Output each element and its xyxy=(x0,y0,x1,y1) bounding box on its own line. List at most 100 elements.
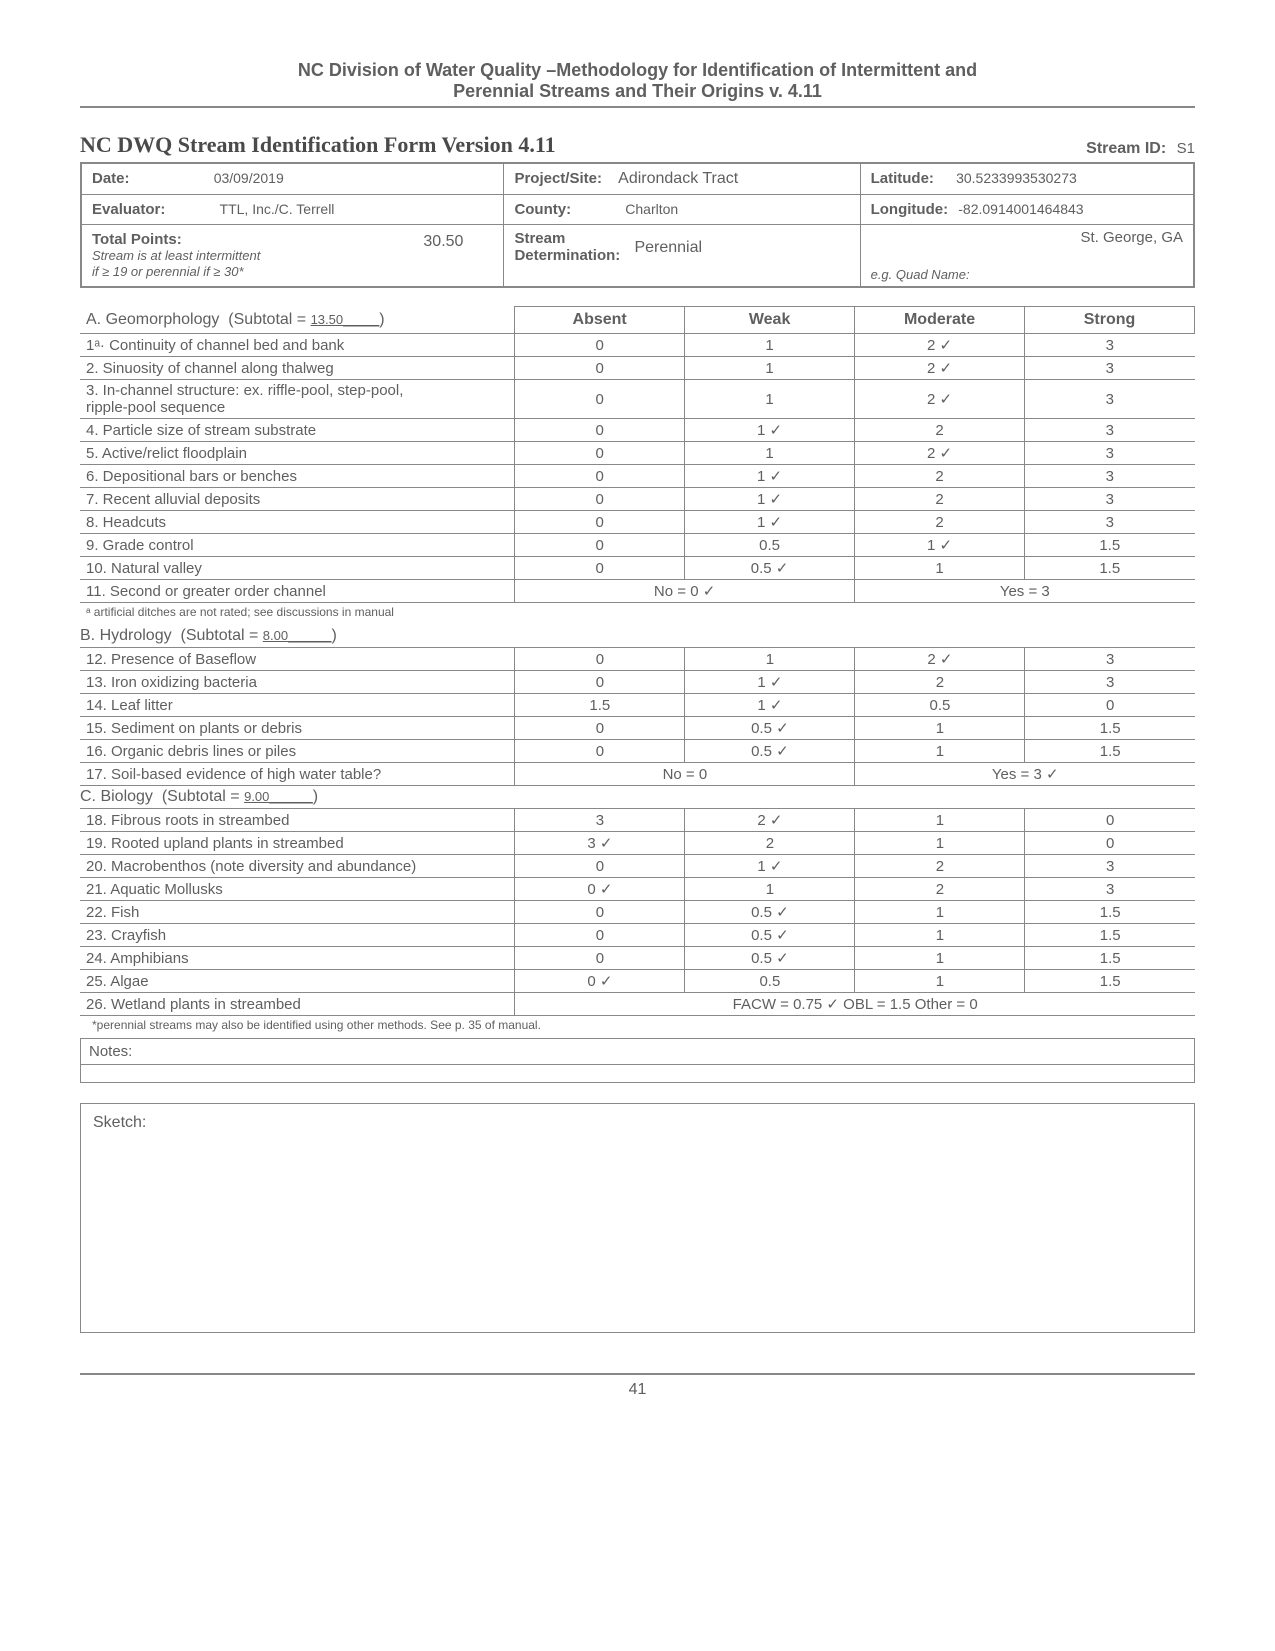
form-title: NC DWQ Stream Identification Form Versio… xyxy=(80,132,556,158)
date-label: Date: xyxy=(92,170,130,187)
notes-label: Notes: xyxy=(89,1043,132,1060)
score-cell: 0 xyxy=(515,488,685,511)
lon-label: Longitude: xyxy=(871,201,948,218)
score-cell: 1 xyxy=(855,809,1025,832)
score-cell: 1 ✓ xyxy=(685,694,855,717)
score-cell: 1 ✓ xyxy=(685,465,855,488)
score-cell: 1.5 xyxy=(1025,717,1195,740)
score-cell: 3 xyxy=(1025,419,1195,442)
score-cell: 1 xyxy=(685,357,855,380)
score-cell: 3 xyxy=(1025,334,1195,357)
score-cell: 0 xyxy=(515,740,685,763)
evaluator-label: Evaluator: xyxy=(92,201,165,218)
score-cell: 0 ✓ xyxy=(515,970,685,993)
score-cell: 0 xyxy=(515,671,685,694)
score-cell: 3 xyxy=(1025,488,1195,511)
score-cell: 3 xyxy=(1025,442,1195,465)
table-row-item: 13. Iron oxidizing bacteria xyxy=(80,671,515,694)
score-cell: 2 ✓ xyxy=(685,809,855,832)
score-cell: 1.5 xyxy=(1025,947,1195,970)
project-value: Adirondack Tract xyxy=(618,170,738,187)
score-cell: 1 ✓ xyxy=(685,855,855,878)
score-cell: 1 xyxy=(855,924,1025,947)
row-11: 11. Second or greater order channel xyxy=(80,580,515,603)
score-cell: 1 xyxy=(855,740,1025,763)
lat-label: Latitude: xyxy=(871,170,934,187)
table-row-item: 6. Depositional bars or benches xyxy=(80,465,515,488)
table-row-item: 4. Particle size of stream substrate xyxy=(80,419,515,442)
col-strong: Strong xyxy=(1025,307,1195,334)
row-11-yes: Yes = 3 xyxy=(855,580,1195,603)
score-cell: 2 ✓ xyxy=(855,442,1025,465)
score-cell: 2 ✓ xyxy=(855,380,1025,419)
determ-label1: Stream xyxy=(514,230,565,247)
score-cell: 3 xyxy=(1025,878,1195,901)
total-value: 30.50 xyxy=(423,233,463,251)
score-cell: 1 ✓ xyxy=(685,511,855,534)
score-cell: 2 xyxy=(855,855,1025,878)
table-row-item: 23. Crayfish xyxy=(80,924,515,947)
row-17: 17. Soil-based evidence of high water ta… xyxy=(80,763,515,786)
score-cell: 3 xyxy=(1025,357,1195,380)
score-cell: 0 xyxy=(515,442,685,465)
evaluator-value: TTL, Inc./C. Terrell xyxy=(220,201,335,217)
score-cell: 1 xyxy=(855,970,1025,993)
section-b-title: B. Hydrology (Subtotal = 8.00______) xyxy=(80,627,1195,645)
score-cell: 0 xyxy=(515,419,685,442)
table-row-item: 20. Macrobenthos (note diversity and abu… xyxy=(80,855,515,878)
info-table: Date: 03/09/2019 Project/Site: Adirondac… xyxy=(80,162,1195,288)
score-cell: 0.5 ✓ xyxy=(685,901,855,924)
score-cell: 1.5 xyxy=(1025,740,1195,763)
score-cell: 0 xyxy=(515,855,685,878)
table-row-item: 12. Presence of Baseflow xyxy=(80,648,515,671)
col-moderate: Moderate xyxy=(855,307,1025,334)
score-cell: 0.5 ✓ xyxy=(685,557,855,580)
score-cell: 2 xyxy=(855,671,1025,694)
score-cell: 3 xyxy=(1025,855,1195,878)
score-cell: 2 xyxy=(855,511,1025,534)
document-header: NC Division of Water Quality –Methodolog… xyxy=(80,60,1195,108)
date-value: 03/09/2019 xyxy=(214,170,284,186)
score-cell: 0.5 ✓ xyxy=(685,947,855,970)
score-cell: 1 xyxy=(685,380,855,419)
stream-id: Stream ID: S1 xyxy=(1086,140,1195,158)
score-cell: 0 xyxy=(515,901,685,924)
table-row-item: 24. Amphibians xyxy=(80,947,515,970)
sketch-label: Sketch: xyxy=(93,1114,146,1131)
score-cell: 0 xyxy=(515,534,685,557)
score-cell: 3 ✓ xyxy=(515,832,685,855)
score-cell: 1 ✓ xyxy=(685,419,855,442)
score-cell: 0 xyxy=(1025,809,1195,832)
score-cell: 1.5 xyxy=(515,694,685,717)
score-cell: 1.5 xyxy=(1025,534,1195,557)
form-title-row: NC DWQ Stream Identification Form Versio… xyxy=(80,132,1195,158)
section-c-footnote: *perennial streams may also be identifie… xyxy=(92,1018,1195,1032)
page-number: 41 xyxy=(629,1381,647,1398)
row-11-no: No = 0 ✓ xyxy=(515,580,855,603)
score-cell: 2 xyxy=(855,419,1025,442)
table-row-item: 8. Headcuts xyxy=(80,511,515,534)
score-cell: 1 xyxy=(855,717,1025,740)
score-cell: 3 xyxy=(1025,648,1195,671)
table-row-item: 19. Rooted upland plants in streambed xyxy=(80,832,515,855)
row-17-yes: Yes = 3 ✓ xyxy=(855,763,1195,786)
quad-value: St. George, GA xyxy=(1080,229,1183,246)
score-cell: 0 xyxy=(1025,694,1195,717)
row-17-no: No = 0 xyxy=(515,763,855,786)
score-cell: 3 xyxy=(1025,511,1195,534)
section-c-title: C. Biology (Subtotal = 9.00______) xyxy=(80,788,1195,806)
notes-blank xyxy=(80,1065,1195,1083)
score-cell: 0 xyxy=(515,717,685,740)
sketch-box: Sketch: xyxy=(80,1103,1195,1333)
quad-label: e.g. Quad Name: xyxy=(871,267,970,282)
score-cell: 0.5 ✓ xyxy=(685,740,855,763)
score-cell: 1 xyxy=(855,901,1025,924)
score-cell: 0 xyxy=(515,334,685,357)
score-cell: 0 xyxy=(515,357,685,380)
table-row-item: 14. Leaf litter xyxy=(80,694,515,717)
col-weak: Weak xyxy=(685,307,855,334)
determ-label2: Determination: xyxy=(514,247,620,264)
section-a-title: A. Geomorphology (Subtotal = 13.50_____) xyxy=(86,311,385,328)
stream-id-label: Stream ID: xyxy=(1086,140,1166,157)
col-absent: Absent xyxy=(515,307,685,334)
